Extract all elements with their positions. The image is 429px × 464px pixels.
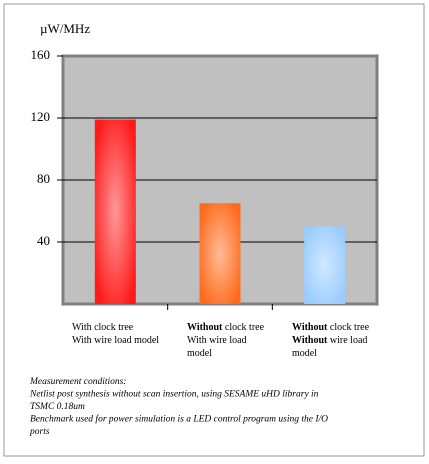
x-tick-label: With wire load — [187, 335, 247, 346]
x-tick-label: Without clock tree — [187, 322, 265, 333]
y-tick-label: 160 — [31, 47, 51, 62]
bar-highlight — [199, 203, 241, 304]
x-tick-label: Without clock tree — [292, 322, 370, 333]
x-tick-label: With clock tree — [72, 322, 134, 333]
y-tick-label: 80 — [37, 171, 50, 186]
note: ports — [29, 427, 50, 437]
label-part: With wire load — [187, 335, 247, 346]
bar-highlight — [94, 119, 136, 304]
label-part: With clock tree — [72, 322, 134, 333]
label-part: clock tree — [222, 322, 264, 333]
note: Benchmark used for power simulation is a… — [30, 414, 328, 425]
note: Measurement conditions: — [29, 377, 126, 387]
label-part: model — [187, 348, 212, 359]
label-part: clock tree — [327, 322, 369, 333]
y-tick-label: 40 — [37, 233, 50, 248]
x-tick-label: With wire load model — [72, 335, 159, 346]
label-part: Without — [292, 322, 328, 333]
label-part: model — [292, 348, 317, 359]
y-tick-label: 120 — [31, 109, 51, 124]
x-tick-label: model — [187, 348, 212, 359]
label-part: Without — [292, 335, 328, 346]
label-part: wire load — [327, 335, 367, 346]
label-part: With wire load model — [72, 335, 159, 346]
y-axis-label: µW/MHz — [40, 21, 90, 36]
x-tick-label: model — [292, 348, 317, 359]
x-tick-label: Without wire load — [292, 335, 367, 346]
note: TSMC 0.18um — [30, 402, 85, 412]
note: Netlist post synthesis without scan inse… — [29, 390, 319, 400]
bar-highlight — [304, 226, 346, 304]
label-part: Without — [187, 322, 223, 333]
